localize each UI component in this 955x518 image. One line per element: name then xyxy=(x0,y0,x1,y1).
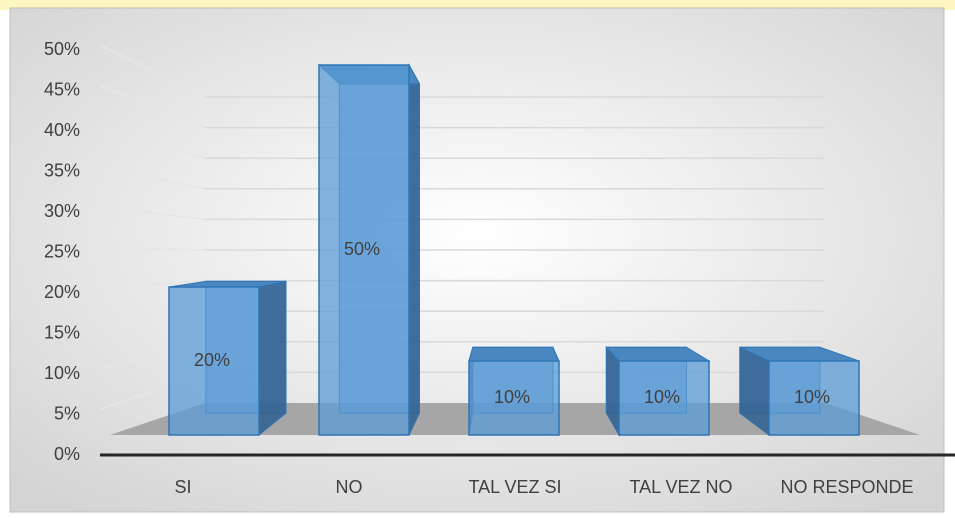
x-tick-label: NO RESPONDE xyxy=(780,477,913,497)
top-strip xyxy=(0,0,955,10)
x-tick-label: SI xyxy=(174,477,191,497)
y-tick-label: 45% xyxy=(44,79,80,99)
y-tick-label: 25% xyxy=(44,241,80,261)
data-label: 50% xyxy=(344,239,380,259)
grid-line-side xyxy=(99,44,206,98)
bar-front xyxy=(468,360,560,436)
grid-line-side xyxy=(99,206,206,221)
grid-line-side xyxy=(99,246,206,251)
y-tick-label: 15% xyxy=(44,322,80,342)
y-tick-label: 35% xyxy=(44,160,80,180)
y-tick-label: 10% xyxy=(44,363,80,383)
y-tick-label: 0% xyxy=(54,444,80,464)
x-tick-label: TAL VEZ SI xyxy=(468,477,561,497)
bar-front xyxy=(168,286,260,436)
data-label: 10% xyxy=(794,387,830,407)
bar-side xyxy=(408,63,420,436)
grid-line-side xyxy=(99,84,206,129)
data-label: 10% xyxy=(644,387,680,407)
grid-line-side xyxy=(99,125,206,159)
chart-area xyxy=(9,7,945,513)
grid-line-side xyxy=(99,165,206,190)
bar-front xyxy=(618,360,710,436)
y-tick-label: 5% xyxy=(54,403,80,423)
bar-top xyxy=(468,346,560,362)
bar-side xyxy=(258,280,287,437)
y-tick-label: 40% xyxy=(44,120,80,140)
y-tick-label: 30% xyxy=(44,201,80,221)
bar-front xyxy=(768,360,860,436)
data-label: 20% xyxy=(194,350,230,370)
bar-front xyxy=(318,64,410,436)
y-tick-label: 20% xyxy=(44,282,80,302)
y-tick-label: 50% xyxy=(44,39,80,59)
x-tick-label: TAL VEZ NO xyxy=(629,477,732,497)
grid-line-side xyxy=(99,279,206,289)
x-tick-label: NO xyxy=(336,477,363,497)
data-label: 10% xyxy=(494,387,530,407)
